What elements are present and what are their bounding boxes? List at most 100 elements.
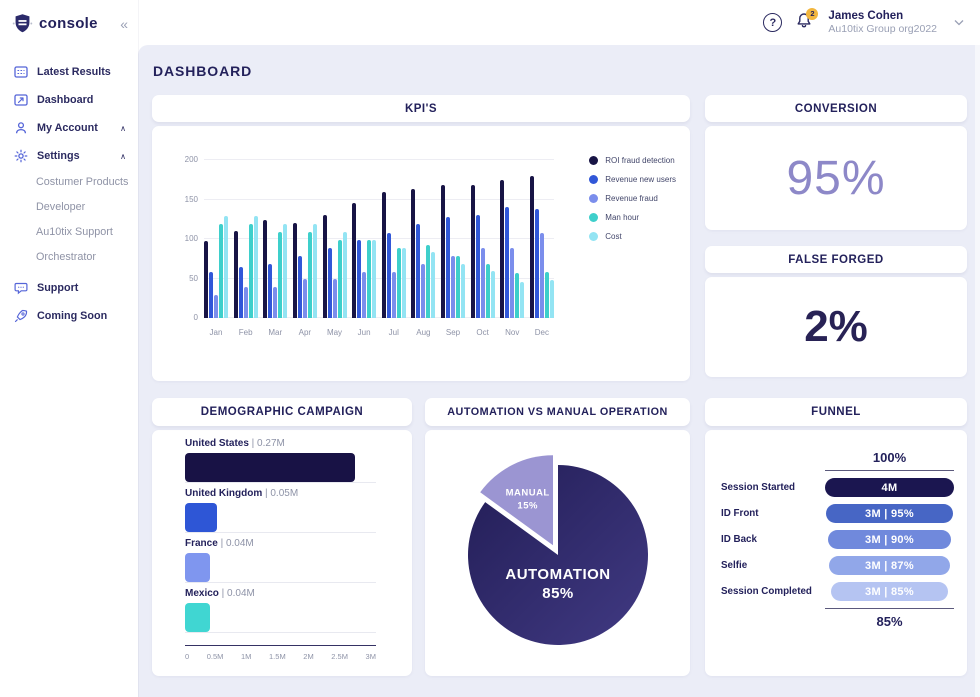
- kpi-gridline: [204, 238, 554, 239]
- kpi-legend-item: Man hour: [589, 213, 676, 222]
- sidebar-collapse-icon[interactable]: «: [120, 15, 128, 32]
- demo-axis-ticks: 0 0.5M 1M 1.5M 2M 2.5M 3M: [185, 652, 376, 661]
- kpi-bar: [214, 295, 218, 318]
- console-shield-logo-icon: [12, 14, 33, 33]
- kpi-bar: [411, 189, 416, 318]
- kpi-legend-item: ROI fraud detection: [589, 156, 676, 165]
- kpi-bar: [372, 239, 377, 318]
- demo-bar: [185, 503, 217, 532]
- kpi-month-label: Aug: [416, 328, 431, 337]
- demo-axis-tick: 2.5M: [331, 652, 348, 661]
- chevron-up-icon[interactable]: ∧: [120, 151, 126, 161]
- notifications-button[interactable]: 2: [795, 7, 819, 34]
- funnel-step-pill: 3M | 85%: [830, 582, 949, 601]
- kpi-bar: [544, 272, 549, 318]
- conversion-card-header: CONVERSION: [705, 95, 967, 122]
- pie-chart: AUTOMATION 85% MANUAL 15%: [467, 455, 648, 645]
- kpi-month-group: Nov: [500, 160, 525, 337]
- kpi-bar: [322, 215, 327, 318]
- kpi-bar: [539, 233, 544, 318]
- kpi-bar: [342, 231, 347, 318]
- kpi-legend-label: ROI fraud detection: [605, 156, 675, 165]
- kpi-bar: [431, 252, 436, 318]
- kpi-bar: [243, 287, 248, 318]
- demo-axis-tick: 1.5M: [269, 652, 286, 661]
- kpi-bar: [292, 223, 297, 318]
- sidebar: console « Latest Results Dashboard: [0, 0, 138, 697]
- sidebar-subitem-developer[interactable]: Developer: [36, 201, 86, 213]
- kpi-bar: [352, 203, 357, 318]
- logo-row: console «: [0, 0, 138, 42]
- right-column: CONVERSION 95% FALSE FORGED 2%: [705, 95, 967, 381]
- demo-value-label: | 0.05M: [262, 488, 299, 499]
- kpi-bar: [233, 231, 238, 318]
- legend-dot-icon: [589, 156, 599, 165]
- false-forged-card-header: FALSE FORGED: [705, 246, 967, 273]
- bottom-row: DEMOGRAPHIC CAMPAIGN United States | 0.2…: [152, 398, 967, 676]
- sidebar-item-label: Support: [37, 282, 79, 294]
- kpi-bar: [426, 244, 431, 318]
- kpi-bar: [268, 263, 273, 318]
- sidebar-item-latest-results[interactable]: Latest Results: [0, 58, 138, 86]
- legend-dot-icon: [589, 194, 599, 203]
- sidebar-item-settings[interactable]: Settings ∧: [0, 142, 138, 170]
- kpi-bar: [515, 272, 520, 318]
- kpi-bar: [302, 279, 307, 318]
- legend-dot-icon: [589, 213, 599, 222]
- rocket-icon: [14, 309, 28, 323]
- demo-axis-tick: 0.5M: [206, 652, 224, 661]
- kpi-bar: [253, 216, 258, 318]
- kpi-card: KPI'S 0 50 100 150 200 Jan Feb Mar Apr May Jun Jul A…: [152, 95, 690, 381]
- demo-country-label: France: [185, 538, 218, 549]
- kpi-bar: [441, 185, 445, 318]
- user-menu[interactable]: James Cohen Au10tix Group org2022: [828, 10, 937, 36]
- sidebar-item-dashboard[interactable]: Dashboard: [0, 86, 138, 114]
- kpi-bar: [421, 263, 426, 318]
- kpi-month-group: Sep: [441, 160, 465, 337]
- user-icon: [15, 122, 27, 134]
- conversion-card-body: 95%: [705, 126, 967, 230]
- kpi-month-group: Jan: [204, 160, 228, 337]
- sidebar-item-support[interactable]: Support: [0, 274, 138, 302]
- kpi-legend-label: Revenue new users: [605, 175, 676, 184]
- kpi-month-group: Aug: [411, 160, 436, 337]
- pie-label-manual: MANUAL 15%: [505, 487, 549, 511]
- chevron-up-icon[interactable]: ∧: [120, 123, 126, 133]
- funnel-card-title: FUNNEL: [811, 406, 861, 418]
- kpi-month-label: Jun: [357, 328, 371, 337]
- kpi-month-label: Apr: [298, 328, 312, 337]
- demo-value-label: | 0.27M: [248, 438, 285, 449]
- demographic-card-header: DEMOGRAPHIC CAMPAIGN: [152, 398, 412, 426]
- kpi-bar: [209, 272, 213, 318]
- demo-bar-track: [185, 452, 376, 483]
- sidebar-subitem-orchestrator[interactable]: Orchestrator: [36, 251, 96, 263]
- help-button[interactable]: ?: [763, 13, 783, 32]
- funnel-step: Session Started 4M: [721, 478, 954, 497]
- demo-bar-track: [185, 502, 376, 533]
- sidebar-item-coming-soon[interactable]: Coming Soon: [0, 302, 138, 330]
- kpi-bar: [549, 280, 554, 318]
- chevron-down-icon[interactable]: [954, 19, 964, 26]
- latest-results-icon: [14, 66, 28, 78]
- scrollbar-track[interactable]: [975, 45, 980, 697]
- demo-row: United Kingdom | 0.05M: [185, 488, 376, 533]
- kpi-bar: [219, 224, 223, 318]
- kpi-month-group: Jul: [381, 160, 406, 337]
- sidebar-subitem-au10tix-support[interactable]: Au10tix Support: [36, 226, 113, 238]
- sidebar-subitem-costumer-products[interactable]: Costumer Products: [36, 176, 129, 188]
- automation-chart: AUTOMATION 85% MANUAL 15%: [425, 430, 690, 676]
- sidebar-item-my-account[interactable]: My Account ∧: [0, 114, 138, 142]
- kpi-legend-item: Revenue new users: [589, 175, 676, 184]
- kpi-month-group: Oct: [470, 160, 495, 337]
- kpi-legend-label: Cost: [605, 232, 622, 241]
- funnel-step: Selfie 3M | 87%: [721, 556, 954, 575]
- demographic-chart: United States | 0.27M United Kingdom | 0.…: [152, 430, 412, 676]
- gear-icon: [14, 149, 28, 163]
- automation-card-header: AUTOMATION VS MANUAL OPERATION: [425, 398, 690, 426]
- kpi-bar: [446, 216, 450, 318]
- demo-country-label: Mexico: [185, 588, 219, 599]
- kpi-bar: [248, 224, 253, 318]
- kpi-gridline: [204, 159, 554, 160]
- kpi-ytick-label: 150: [184, 194, 198, 204]
